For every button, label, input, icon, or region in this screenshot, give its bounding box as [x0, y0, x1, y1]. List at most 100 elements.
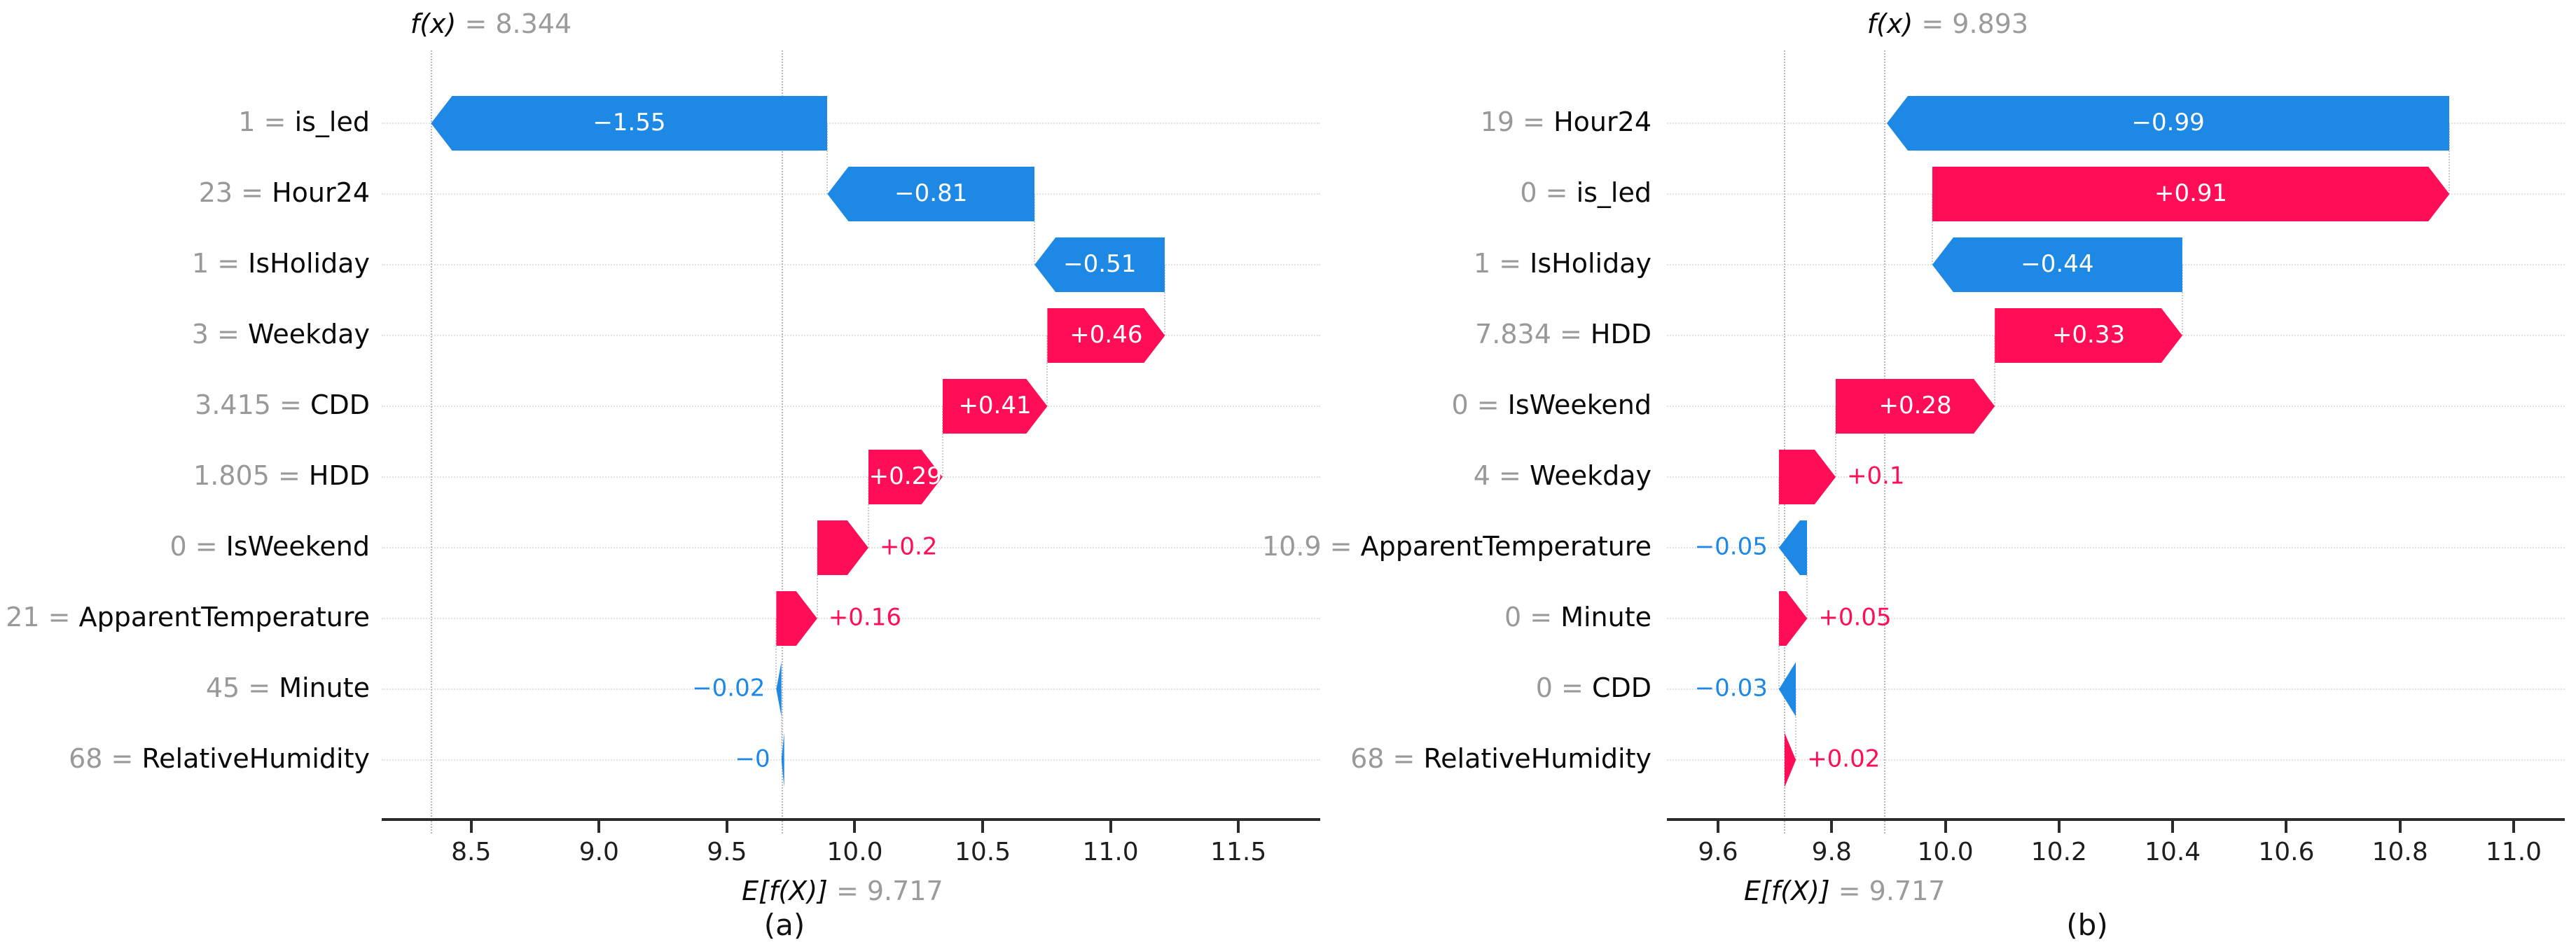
- bar-connector-line: [826, 123, 829, 194]
- feature-value-text: 10.9 =: [1262, 531, 1361, 562]
- bar-value-label: −1.55: [593, 109, 666, 137]
- feature-label: 1.805 = HDD: [193, 460, 370, 491]
- shap-bar-negative: [776, 662, 782, 717]
- bar-connector-line: [1994, 336, 1996, 406]
- fx-annotation: f(x) = 8.344: [410, 8, 572, 39]
- feature-label: 0 = Minute: [1504, 602, 1651, 633]
- bar-connector-line: [780, 689, 782, 760]
- x-tick-label: 9.8: [1811, 838, 1852, 866]
- bar-value-label: −0.03: [1694, 674, 1768, 703]
- row-guide-line: [382, 123, 1320, 124]
- feature-label: 10.9 = ApparentTemperature: [1262, 531, 1651, 562]
- shap-bar-negative: [781, 733, 784, 787]
- row-guide-line: [1667, 547, 2565, 548]
- fx-dotted-line: [430, 50, 432, 834]
- feature-name-text: Weekday: [1529, 460, 1651, 492]
- x-tick-label: 11.0: [2485, 838, 2542, 866]
- bar-value-label: +0.05: [1818, 603, 1892, 632]
- fx-symbol: f(x): [1867, 8, 1913, 39]
- x-tick-label: 10.8: [2371, 838, 2428, 866]
- bar-connector-line: [1778, 477, 1780, 548]
- bar-value-label: −0.99: [2131, 109, 2205, 137]
- bar-value-label: +0.2: [879, 532, 938, 561]
- feature-label: 0 = CDD: [1536, 672, 1651, 703]
- bar-connector-line: [1834, 406, 1836, 477]
- bar-value-label: +0.91: [2154, 179, 2228, 208]
- feature-name-text: ApparentTemperature: [78, 602, 370, 633]
- fx-annotation: f(x) = 9.893: [1867, 8, 2028, 39]
- feature-name-text: CDD: [1591, 672, 1651, 704]
- row-guide-line: [1667, 689, 2565, 690]
- x-tick-label: 9.5: [707, 838, 747, 866]
- shap-bar-positive: +0.28: [1835, 379, 1995, 434]
- feature-name-text: IsHoliday: [248, 248, 370, 279]
- feature-value-text: 4 =: [1473, 460, 1530, 492]
- bar-connector-line: [1778, 618, 1780, 689]
- feature-label: 0 = IsWeekend: [169, 531, 370, 562]
- shap-bar-positive: +0.46: [1047, 308, 1165, 363]
- ef-symbol: E[f(X)]: [742, 876, 828, 906]
- row-guide-line: [382, 335, 1320, 336]
- feature-value-text: 0 =: [1451, 389, 1508, 421]
- shap-bar-negative: −0.44: [1932, 237, 2182, 292]
- feature-value-text: 1.805 =: [193, 460, 309, 492]
- row-guide-line: [382, 759, 1320, 761]
- feature-name-text: RelativeHumidity: [141, 743, 370, 775]
- x-axis-tick: [2512, 821, 2515, 833]
- shap-bar-positive: [1784, 733, 1796, 787]
- bar-connector-line: [1795, 689, 1797, 760]
- feature-name-text: HDD: [308, 460, 370, 492]
- x-axis-tick: [981, 821, 985, 833]
- row-guide-line: [382, 264, 1320, 265]
- feature-label: 0 = IsWeekend: [1451, 389, 1651, 420]
- feature-label: 1 = IsHoliday: [1474, 248, 1651, 279]
- ef-dotted-line: [1783, 50, 1785, 834]
- feature-value-text: 68 =: [1350, 743, 1424, 775]
- row-guide-line: [1667, 406, 2565, 407]
- feature-name-text: Hour24: [272, 177, 370, 209]
- feature-name-text: HDD: [1590, 319, 1651, 350]
- x-tick-label: 10.6: [2258, 838, 2315, 866]
- bar-value-label: +0.33: [2051, 321, 2126, 350]
- x-tick-label: 10.5: [954, 838, 1011, 866]
- feature-label: 1 = IsHoliday: [192, 248, 370, 279]
- feature-value-text: 3.415 =: [195, 389, 310, 421]
- feature-value-text: 0 =: [1535, 672, 1592, 704]
- feature-name-text: Hour24: [1553, 106, 1651, 138]
- ef-dotted-line: [782, 50, 784, 834]
- feature-name-text: is_led: [294, 106, 370, 138]
- x-axis-tick: [1237, 821, 1240, 833]
- panel-caption: (a): [763, 908, 805, 942]
- x-tick-label: 10.0: [1917, 838, 1974, 866]
- bar-connector-line: [867, 477, 869, 548]
- feature-label: 45 = Minute: [206, 672, 370, 703]
- feature-value-text: 1 =: [1473, 248, 1530, 279]
- feature-label: 3 = Weekday: [192, 319, 370, 350]
- x-tick-label: 9.0: [579, 838, 619, 866]
- bar-value-label: −0.51: [1063, 250, 1137, 279]
- row-guide-line: [382, 476, 1320, 478]
- ef-value: = 9.717: [1829, 876, 1946, 906]
- bar-connector-line: [1806, 548, 1808, 618]
- feature-value-text: 68 =: [69, 743, 142, 775]
- feature-name-text: ApparentTemperature: [1360, 531, 1651, 562]
- feature-label: 4 = Weekday: [1474, 460, 1651, 491]
- bar-value-label: +0.46: [1069, 321, 1143, 350]
- x-axis-tick: [1944, 821, 1947, 833]
- shap-bar-positive: +0.91: [1932, 167, 2450, 221]
- bar-connector-line: [2181, 265, 2183, 336]
- ef-symbol: E[f(X)]: [1743, 876, 1830, 906]
- shap-bar-negative: −1.55: [431, 96, 828, 151]
- shap-bar-negative: −0.51: [1034, 237, 1165, 292]
- feature-label: 7.834 = HDD: [1475, 319, 1651, 350]
- x-axis-tick: [2398, 821, 2402, 833]
- x-tick-label: 10.0: [826, 838, 883, 866]
- row-guide-line: [1667, 618, 2565, 619]
- feature-name-text: Weekday: [247, 319, 370, 350]
- bar-value-label: +0.02: [1807, 745, 1881, 773]
- feature-label: 19 = Hour24: [1481, 106, 1651, 137]
- feature-name-text: RelativeHumidity: [1423, 743, 1651, 775]
- bar-value-label: +0.29: [868, 462, 942, 491]
- feature-name-text: is_led: [1576, 177, 1651, 209]
